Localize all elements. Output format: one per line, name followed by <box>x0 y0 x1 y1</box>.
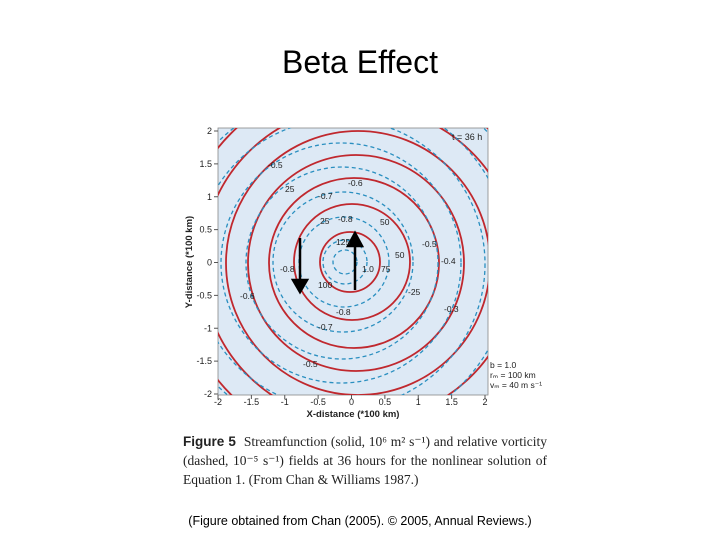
slide-title: Beta Effect <box>282 44 438 80</box>
y-tick-label: -1 <box>204 323 212 333</box>
caption: Figure 5 Streamfunction (solid, 10⁶ m² s⁻… <box>183 432 547 489</box>
contour-label: -0.5 <box>268 160 283 170</box>
y-tick-label: -0.5 <box>196 290 212 300</box>
x-tick-label: -1 <box>281 397 289 407</box>
contour-label: 25 <box>285 184 295 194</box>
x-tick-label: 0 <box>349 397 354 407</box>
parameter: b = 1.0 <box>490 360 517 370</box>
credit: (Figure obtained from Chan (2005). © 200… <box>188 514 532 528</box>
x-tick-label: 1.5 <box>445 397 458 407</box>
contour-label: -0.6 <box>348 178 363 188</box>
contour-label: 50 <box>395 250 405 260</box>
caption-label: Figure 5 <box>183 434 236 449</box>
x-tick-label: 1 <box>416 397 421 407</box>
y-tick-label: -2 <box>204 389 212 399</box>
contour-label: -0.6 <box>240 291 255 301</box>
time-label: t = 36 h <box>452 132 482 142</box>
contour-label: 125 <box>336 237 350 247</box>
contour-label: -0.5 <box>303 359 318 369</box>
contour-label: -0.7 <box>318 191 333 201</box>
y-axis-label: Y-distance (*100 km) <box>184 216 195 308</box>
x-tick-label: -0.5 <box>310 397 326 407</box>
x-tick-label: -2 <box>214 397 222 407</box>
y-tick-label: -1.5 <box>196 356 212 366</box>
x-tick-label: -1.5 <box>244 397 260 407</box>
y-tick-label: 2 <box>207 126 212 136</box>
contour-label: 100 <box>318 280 332 290</box>
contour-label: -0.7 <box>318 322 333 332</box>
y-tick-label: 0.5 <box>199 225 212 235</box>
x-tick-label: 0.5 <box>379 397 392 407</box>
parameter: rₘ = 100 km <box>490 370 536 380</box>
contour-label: -0.8 <box>338 214 353 224</box>
caption-text: Streamfunction (solid, 10⁶ m² s⁻¹) and r… <box>183 434 547 487</box>
figure: t = 36 h -0.5 25 -0.6 -0.7 25 -0.8 50 12… <box>184 126 542 420</box>
contours <box>218 128 488 395</box>
y-tick-label: 0 <box>207 258 212 268</box>
arrows <box>290 230 365 295</box>
parameter: vₘ = 40 m s⁻¹ <box>490 380 542 390</box>
contour-label: -0.3 <box>444 304 459 314</box>
contour-label: -0.8 <box>280 264 295 274</box>
contour-label: 75 <box>381 264 391 274</box>
contour-label: -0.4 <box>441 256 456 266</box>
x-tick-label: 2 <box>482 397 487 407</box>
contour-label: 25 <box>320 216 330 226</box>
contour-label: -0.8 <box>336 307 351 317</box>
x-axis-label: X-distance (*100 km) <box>307 409 400 420</box>
contour-label: 1.0 <box>362 264 374 274</box>
contour-label: -25 <box>408 287 421 297</box>
y-tick-label: 1.5 <box>199 159 212 169</box>
contour-label: 50 <box>380 217 390 227</box>
y-tick-label: 1 <box>207 192 212 202</box>
contour-label: -0.5 <box>422 239 437 249</box>
